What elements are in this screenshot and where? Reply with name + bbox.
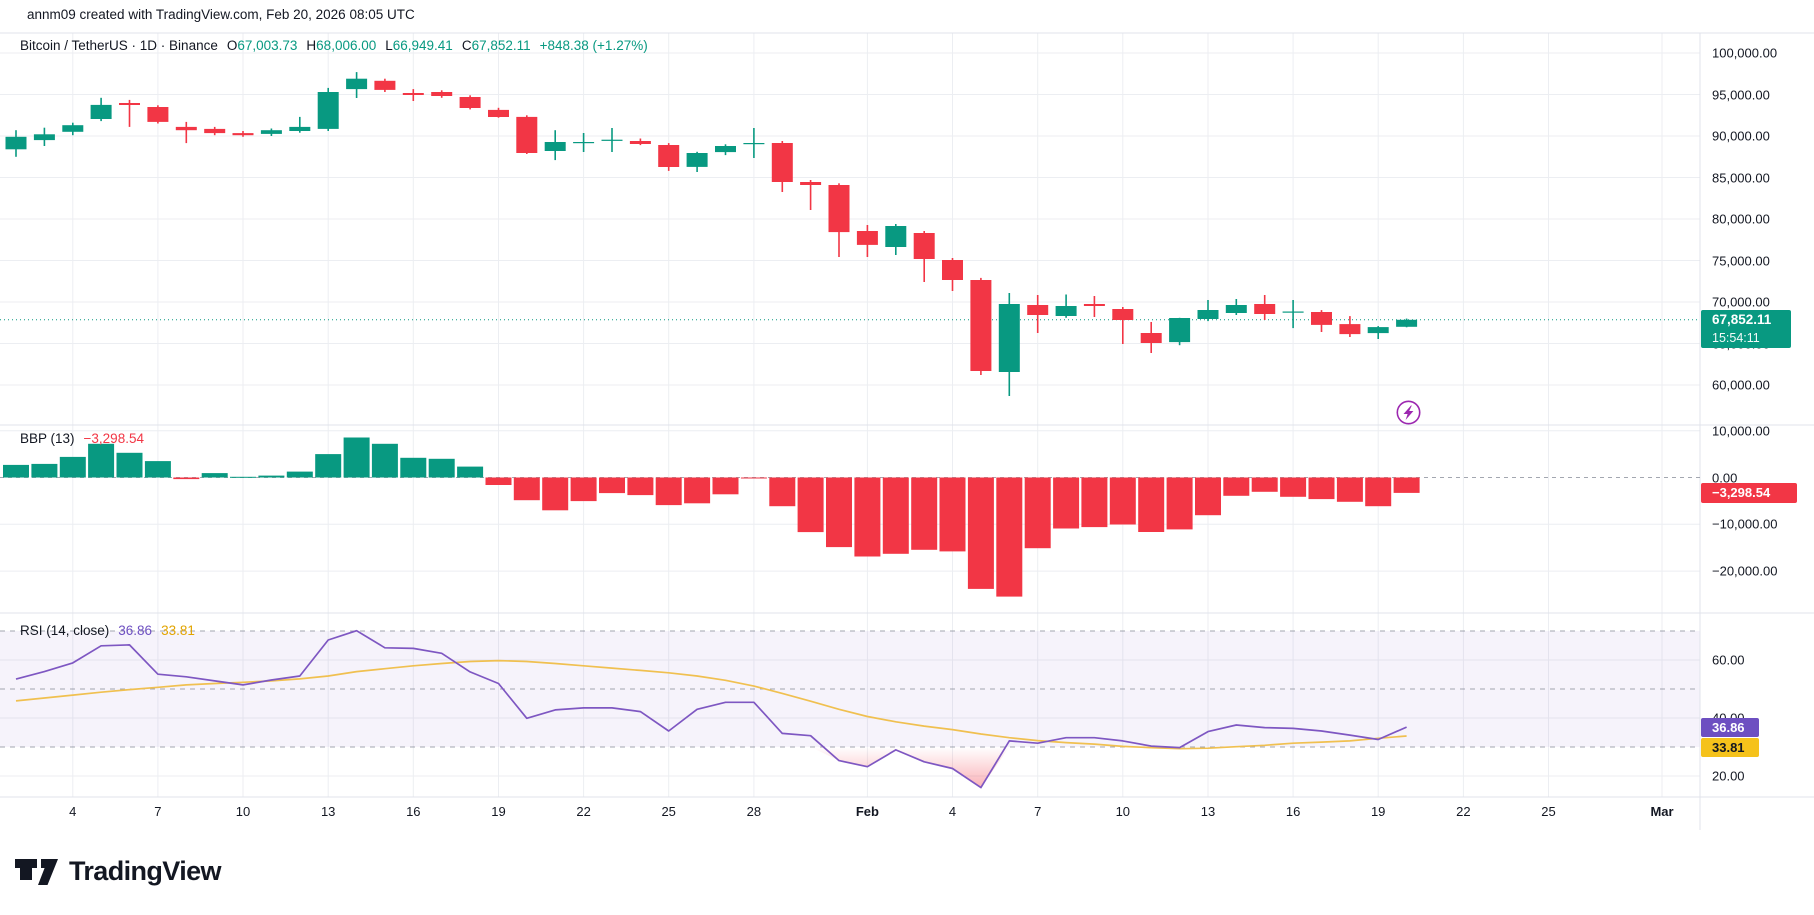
rsi-ma-value: 33.81 — [161, 623, 195, 638]
rsi-value: 36.86 — [118, 623, 153, 638]
time-axis-label: 25 — [661, 804, 676, 819]
price-scale[interactable]: 100,000.00 95,000.00 90,000.00 85,000.00 80,… — [1700, 33, 1814, 797]
time-axis-label: 25 — [1541, 804, 1556, 819]
time-axis-label: 10 — [235, 804, 251, 819]
time-axis-label: 10 — [1115, 804, 1131, 819]
rsi-pane[interactable] — [0, 613, 1700, 797]
bbp-pane[interactable] — [0, 425, 1700, 613]
tradingview-logo-text: TradingView — [69, 856, 222, 886]
bbp-value-badge: −3,298.54 — [1701, 482, 1797, 503]
lightning-icon — [1396, 400, 1421, 425]
ohlc-low: L66,949.41 — [385, 38, 453, 53]
tradingview-logo[interactable]: TradingView — [15, 856, 222, 887]
time-axis-label: Mar — [1650, 804, 1674, 819]
time-axis-label: 19 — [1370, 804, 1386, 819]
bbp-axis-label: −20,000.00 — [1712, 563, 1778, 579]
time-axis-label: 13 — [1200, 804, 1216, 819]
rsi-legend: RSI (14, close) 36.86 33.81 — [20, 623, 195, 638]
ohlc-open: O67,003.73 — [226, 38, 298, 53]
bbp-axis-label: 0.00 — [1712, 470, 1738, 485]
main-pane-legend: Bitcoin / TetherUS · 1D · Binance O67,00… — [20, 38, 648, 53]
time-axis-label: 7 — [154, 804, 162, 819]
price-axis-label: 90,000.00 — [1712, 128, 1770, 144]
price-axis-label: 80,000.00 — [1712, 211, 1770, 227]
attribution-text: annm09 created with TradingView.com, Feb… — [27, 7, 415, 22]
price-axis-label: 100,000.00 — [1712, 45, 1778, 61]
price-axis-label: 95,000.00 — [1712, 87, 1770, 102]
time-axis-label: 4 — [69, 804, 77, 819]
time-axis-label: Feb — [855, 804, 879, 819]
time-axis-label: 16 — [406, 804, 421, 819]
bbp-axis-label: −10,000.00 — [1712, 516, 1778, 532]
price-axis-label: 85,000.00 — [1712, 170, 1770, 185]
rsi-value-badge: 36.86 — [1701, 717, 1759, 737]
symbol-title[interactable]: Bitcoin / TetherUS · 1D · Binance — [20, 38, 218, 53]
time-axis-label: 22 — [576, 804, 591, 819]
price-axis-label: 60,000.00 — [1712, 377, 1770, 393]
rsi-title[interactable]: RSI (14, close) — [20, 623, 110, 638]
time-axis-label: 7 — [1034, 804, 1042, 819]
rsi-axis-label: 60.00 — [1712, 652, 1745, 668]
price-axis-label: 70,000.00 — [1712, 294, 1770, 310]
time-scale[interactable]: 4 7 10 13 16 19 22 25 28 Feb 4 7 10 13 16 19 22 25 Mar — [0, 797, 1814, 830]
lightning-button[interactable] — [1395, 399, 1422, 426]
rsi-ma-value-badge: 33.81 — [1701, 738, 1759, 758]
bbp-legend: BBP (13) −3,298.54 — [20, 431, 144, 446]
time-axis-label: 19 — [491, 804, 506, 819]
last-price-badge: 67,852.11 15:54:11 — [1701, 310, 1791, 349]
bbp-axis-label: 10,000.00 — [1712, 423, 1770, 439]
time-axis-label: 13 — [320, 804, 336, 819]
ohlc-high: H68,006.00 — [306, 38, 377, 53]
ohlc-close: C67,852.11 — [461, 38, 531, 53]
time-axis-label: 22 — [1456, 804, 1471, 819]
bbp-title[interactable]: BBP (13) — [20, 431, 75, 446]
price-change: +848.38 (+1.27%) — [539, 38, 648, 53]
time-axis-label: 4 — [948, 804, 957, 819]
price-axis-label: 75,000.00 — [1712, 253, 1770, 268]
last-price-value: 67,852.11 — [1712, 312, 1772, 328]
bbp-value: −3,298.54 — [83, 431, 144, 446]
main-price-pane[interactable] — [0, 33, 1700, 425]
bar-countdown: 15:54:11 — [1712, 331, 1760, 346]
time-axis-label: 28 — [746, 804, 762, 819]
tradingview-logo-icon — [15, 858, 58, 885]
rsi-axis-label: 20.00 — [1712, 768, 1745, 784]
time-axis-label: 16 — [1285, 804, 1301, 819]
